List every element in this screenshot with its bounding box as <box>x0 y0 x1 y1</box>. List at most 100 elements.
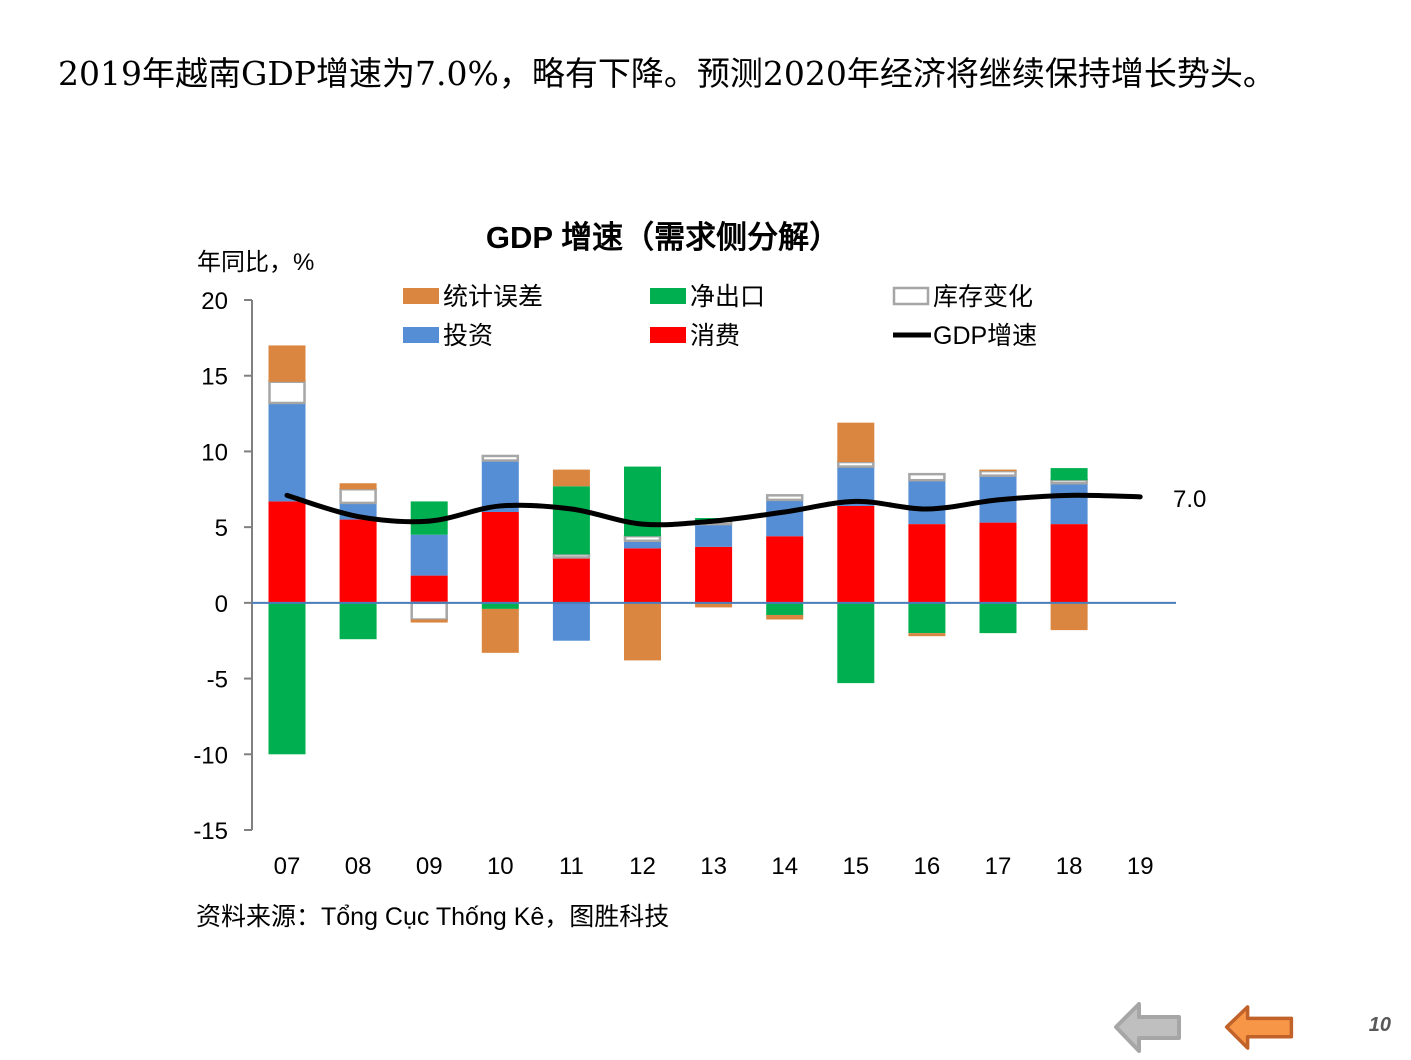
annotations: 7.0 <box>1173 486 1206 513</box>
x-tick-label: 11 <box>559 853 584 880</box>
bar-inventory-12 <box>625 536 660 541</box>
legend-swatch <box>403 327 439 343</box>
bar-stat_error-09 <box>411 620 448 623</box>
bar-consumption-12 <box>624 548 661 603</box>
bar-stat_error-10 <box>482 609 519 653</box>
bar-stat_error-17 <box>980 470 1017 472</box>
back-button[interactable] <box>1113 1000 1183 1055</box>
bar-consumption-13 <box>695 547 732 603</box>
bar-stat_error-18 <box>1051 603 1088 630</box>
bar-investment-11 <box>553 603 590 641</box>
bar-stat_error-14 <box>766 615 803 620</box>
legend-swatch <box>650 288 686 304</box>
bar-consumption-15 <box>837 506 874 603</box>
bar-inventory-10 <box>483 456 518 461</box>
legend-item-gdp_growth: GDP增速 <box>893 322 1037 350</box>
bar-net_exports-18 <box>1051 468 1088 480</box>
bar-stat_error-15 <box>837 423 874 462</box>
bar-consumption-11 <box>553 557 590 602</box>
y-tick-label: 15 <box>201 364 228 391</box>
y-axis: 20 15 10 5 0 -5 -10 -15 <box>193 288 252 845</box>
y-tick-label: -5 <box>207 667 228 694</box>
legend-swatch <box>894 288 928 304</box>
bar-investment-09 <box>411 535 448 576</box>
bar-consumption-18 <box>1051 524 1088 603</box>
bar-stat_error-07 <box>269 345 306 381</box>
y-tick-label: 10 <box>201 439 228 466</box>
bar-inventory-11 <box>554 554 589 557</box>
gdp-end-value-label: 7.0 <box>1173 486 1206 513</box>
bar-investment-16 <box>908 480 945 524</box>
legend-swatch <box>403 288 439 304</box>
x-tick-label: 13 <box>700 853 727 880</box>
y-tick-label: 5 <box>215 515 228 542</box>
x-tick-label: 19 <box>1127 853 1154 880</box>
bar-net_exports-07 <box>269 603 306 754</box>
y-tick-label: 20 <box>201 288 228 315</box>
bar-stat_error-12 <box>624 603 661 661</box>
bar-inventory-16 <box>909 474 944 480</box>
x-tick-label: 15 <box>842 853 869 880</box>
bar-stat_error-11 <box>553 470 590 487</box>
back-arrow-orange-icon <box>1224 1000 1294 1055</box>
bar-net_exports-16 <box>908 603 945 633</box>
x-axis: 07 08 09 10 11 12 13 14 15 16 17 18 19 <box>274 853 1154 880</box>
x-tick-label: 18 <box>1056 853 1083 880</box>
legend-label: 净出口 <box>690 283 765 311</box>
page-number: 10 <box>1369 1014 1391 1037</box>
x-tick-label: 10 <box>487 853 514 880</box>
bar-consumption-07 <box>269 501 306 602</box>
bar-investment-18 <box>1051 483 1088 524</box>
y-tick-label: -10 <box>193 742 228 769</box>
bar-series <box>269 345 1088 754</box>
bar-consumption-16 <box>908 524 945 603</box>
x-tick-label: 17 <box>985 853 1012 880</box>
legend-label: 投资 <box>443 322 493 350</box>
x-tick-label: 09 <box>416 853 443 880</box>
bar-inventory-17 <box>981 471 1016 476</box>
bar-net_exports-17 <box>980 603 1017 633</box>
bar-investment-14 <box>766 500 803 536</box>
bar-net_exports-15 <box>837 603 874 683</box>
legend-label: 库存变化 <box>933 283 1033 311</box>
x-tick-label: 16 <box>914 853 941 880</box>
bar-stat_error-16 <box>908 633 945 636</box>
legend-item-investment: 投资 <box>403 322 493 350</box>
bar-inventory-07 <box>270 382 305 403</box>
x-tick-label: 07 <box>274 853 301 880</box>
back-arrow-gray-icon <box>1113 1000 1183 1055</box>
bar-net_exports-11 <box>553 486 590 554</box>
x-tick-label: 08 <box>345 853 372 880</box>
bar-net_exports-14 <box>766 603 803 615</box>
legend-item-net_exports: 净出口 <box>650 283 765 311</box>
legend-item-inventory: 库存变化 <box>894 283 1033 311</box>
bar-net_exports-08 <box>340 603 377 639</box>
bar-inventory-15 <box>838 462 873 467</box>
bar-inventory-18 <box>1052 480 1087 483</box>
x-tick-label: 12 <box>629 853 656 880</box>
legend-item-stat_error: 统计误差 <box>403 283 543 311</box>
bar-consumption-10 <box>482 512 519 603</box>
y-tick-label: 0 <box>215 591 228 618</box>
bar-consumption-14 <box>766 536 803 603</box>
legend-label: 统计误差 <box>443 283 543 311</box>
bar-inventory-09 <box>412 603 447 620</box>
source-note: 资料来源：Tổng Cục Thống Kê，图胜科技 <box>196 897 669 933</box>
y-tick-label: -15 <box>193 818 228 845</box>
bar-inventory-14 <box>767 495 802 500</box>
legend-item-consumption: 消费 <box>650 322 740 350</box>
legend-label: 消费 <box>690 322 740 350</box>
y-axis-unit-label: 年同比，% <box>197 249 314 276</box>
legend-swatch <box>650 327 686 343</box>
bar-stat_error-08 <box>340 483 377 489</box>
previous-button[interactable] <box>1224 1000 1294 1055</box>
bar-consumption-09 <box>411 576 448 603</box>
x-tick-label: 14 <box>771 853 798 880</box>
bar-investment-13 <box>695 524 732 547</box>
legend-label: GDP增速 <box>933 322 1037 350</box>
chart-title: GDP 增速（需求侧分解） <box>486 220 840 255</box>
bar-consumption-08 <box>340 520 377 603</box>
bar-investment-07 <box>269 403 306 501</box>
bar-consumption-17 <box>980 523 1017 603</box>
